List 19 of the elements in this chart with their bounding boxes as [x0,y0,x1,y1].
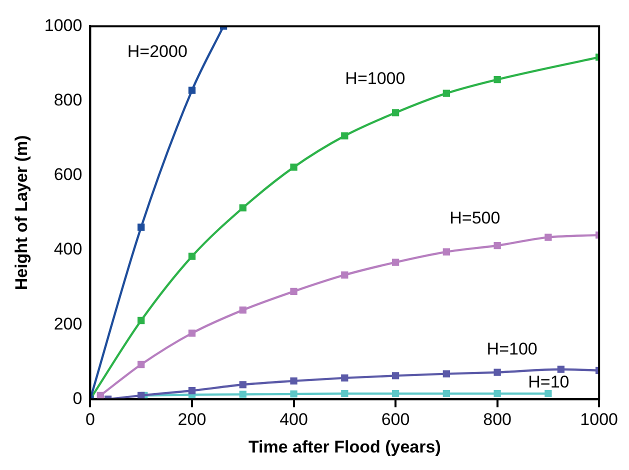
y-tick-label: 600 [54,165,82,184]
series-label: H=10 [528,372,570,392]
x-tick-label: 200 [178,410,206,430]
y-tick-label: 0 [72,388,82,408]
y-tick-label: 400 [54,240,82,259]
y-tick-label: 800 [54,90,82,110]
x-tick-label: 800 [483,410,512,430]
series-label: H=500 [450,208,500,228]
x-tick-label: 0 [85,410,95,430]
x-tick-label: 1000 [580,410,618,430]
x-tick-label: 600 [381,410,410,430]
x-axis-title: Time after Flood (years) [248,437,441,456]
y-axis-title: Height of Layer (m) [12,135,31,290]
series-label: H=1000 [345,69,406,88]
series-label: H=2000 [127,42,188,61]
series-label: H=100 [486,339,538,358]
y-tick-label: 200 [54,314,82,334]
x-tick-label: 400 [280,410,308,430]
y-tick-label: 1000 [44,16,82,35]
